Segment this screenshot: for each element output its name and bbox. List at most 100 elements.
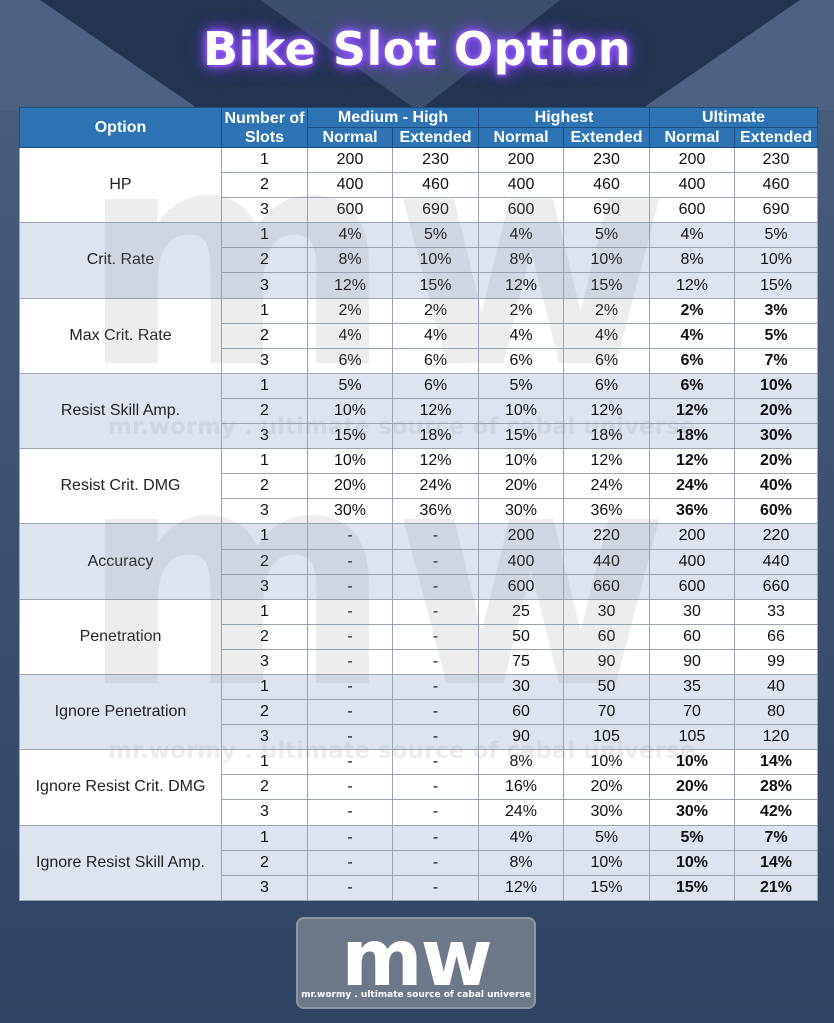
value-cell: 12% bbox=[392, 397, 479, 425]
slot-number: 3 bbox=[221, 724, 308, 751]
value-cell: 15% bbox=[734, 272, 819, 299]
slot-number: 3 bbox=[221, 874, 308, 902]
value-cell: 30 bbox=[478, 673, 564, 701]
value-cell: 18% bbox=[392, 423, 479, 450]
slot-number: 1 bbox=[221, 372, 308, 399]
table-row: Resist Crit. DMG 1 10% 12% 10% 12% 12% 20% bbox=[19, 448, 819, 525]
value-cell: 200 bbox=[478, 523, 564, 550]
slot-number: 3 bbox=[221, 498, 308, 525]
value-cell: 75 bbox=[478, 648, 564, 675]
value-cell: 30% bbox=[307, 498, 393, 525]
value-cell: 20% bbox=[649, 774, 736, 801]
value-cell: 460 bbox=[562, 172, 651, 199]
value-cell: - bbox=[392, 824, 479, 851]
slot-number: 3 bbox=[221, 347, 308, 374]
table-row: 3- -75 90 90 99 bbox=[20, 648, 819, 675]
value-cell: - bbox=[307, 774, 393, 801]
value-cell: 28% bbox=[734, 774, 819, 801]
value-cell: 4% bbox=[649, 222, 736, 249]
value-cell: 15% bbox=[562, 272, 651, 299]
value-cell: 40 bbox=[734, 673, 819, 701]
header-normal: Normal bbox=[307, 127, 393, 148]
value-cell: 20% bbox=[307, 473, 393, 500]
value-cell: - bbox=[307, 523, 393, 550]
value-cell: 200 bbox=[649, 146, 736, 174]
value-cell: 2% bbox=[307, 297, 393, 324]
value-cell: 33 bbox=[734, 598, 819, 625]
value-cell: 200 bbox=[478, 146, 564, 174]
value-cell: 5% bbox=[392, 222, 479, 249]
value-cell: 2% bbox=[649, 297, 736, 324]
value-cell: 600 bbox=[649, 197, 736, 224]
value-cell: 200 bbox=[307, 146, 393, 174]
value-cell: 18% bbox=[562, 423, 651, 450]
value-cell: 14% bbox=[734, 849, 819, 876]
slot-number: 2 bbox=[221, 623, 308, 650]
table-row: 3 12% 15% 12% 15% 12% 15% bbox=[20, 272, 819, 299]
header-group-ultimate: Ultimate bbox=[649, 107, 819, 128]
header-normal: Normal bbox=[478, 127, 564, 148]
value-cell: - bbox=[307, 598, 393, 625]
value-cell: 10% bbox=[734, 247, 819, 274]
value-cell: 230 bbox=[734, 146, 819, 174]
value-cell: 15% bbox=[478, 423, 564, 450]
table-row: 2- -8% 10% 10% 14% bbox=[20, 849, 819, 876]
slot-number: 3 bbox=[221, 799, 308, 826]
option-name: Ignore Resist Skill Amp. bbox=[19, 824, 222, 902]
table-row: 2- -60 70 70 80 bbox=[20, 699, 819, 726]
value-cell: 16% bbox=[478, 774, 564, 801]
value-cell: 400 bbox=[649, 172, 736, 199]
value-cell: 8% bbox=[649, 247, 736, 274]
option-name: Ignore Resist Crit. DMG bbox=[19, 749, 222, 826]
header-option: Option bbox=[19, 107, 222, 148]
value-cell: 36% bbox=[649, 498, 736, 525]
value-cell: 4% bbox=[307, 322, 393, 349]
value-cell: 10% bbox=[307, 397, 393, 425]
value-cell: 66 bbox=[734, 623, 819, 650]
value-cell: 15% bbox=[392, 272, 479, 299]
value-cell: 220 bbox=[562, 523, 651, 550]
value-cell: - bbox=[307, 573, 393, 600]
value-cell: - bbox=[392, 799, 479, 826]
table-row: Ignore Resist Skill Amp. 1- -4% 5% 5% 7% bbox=[19, 824, 819, 902]
value-cell: 4% bbox=[478, 222, 564, 249]
table-row: Ignore Resist Crit. DMG 1- -8% 10% 10% 14% bbox=[19, 749, 819, 826]
value-cell: 2% bbox=[478, 297, 564, 324]
value-cell: 12% bbox=[307, 272, 393, 299]
value-cell: - bbox=[307, 548, 393, 575]
value-cell: 24% bbox=[562, 473, 651, 500]
value-cell: 105 bbox=[562, 724, 651, 751]
value-cell: 80 bbox=[734, 699, 819, 726]
value-cell: 2% bbox=[392, 297, 479, 324]
value-cell: - bbox=[392, 699, 479, 726]
value-cell: 7% bbox=[734, 347, 819, 374]
value-cell: 120 bbox=[734, 724, 819, 751]
value-cell: 12% bbox=[649, 448, 736, 475]
value-cell: 42% bbox=[734, 799, 819, 826]
value-cell: 20% bbox=[734, 397, 819, 425]
slot-number: 2 bbox=[221, 774, 308, 801]
value-cell: 220 bbox=[734, 523, 819, 550]
value-cell: - bbox=[392, 849, 479, 876]
value-cell: 8% bbox=[307, 247, 393, 274]
value-cell: 660 bbox=[734, 573, 819, 600]
value-cell: - bbox=[392, 598, 479, 625]
value-cell: 5% bbox=[478, 372, 564, 399]
slot-number: 3 bbox=[221, 648, 308, 675]
value-cell: 60 bbox=[649, 623, 736, 650]
value-cell: 10% bbox=[392, 247, 479, 274]
slot-number: 1 bbox=[221, 673, 308, 701]
table-row: Penetration 1- -25 30 30 33 bbox=[19, 598, 819, 675]
value-cell: - bbox=[392, 648, 479, 675]
value-cell: 460 bbox=[734, 172, 819, 199]
table-row: 3- -600 660 600 660 bbox=[20, 573, 819, 600]
slot-number: 1 bbox=[221, 297, 308, 324]
value-cell: 60 bbox=[478, 699, 564, 726]
header-group-medium-high: Medium - High bbox=[307, 107, 479, 128]
value-cell: 660 bbox=[562, 573, 651, 600]
value-cell: 10% bbox=[307, 448, 393, 475]
value-cell: 90 bbox=[478, 724, 564, 751]
value-cell: 36% bbox=[392, 498, 479, 525]
value-cell: - bbox=[307, 874, 393, 902]
